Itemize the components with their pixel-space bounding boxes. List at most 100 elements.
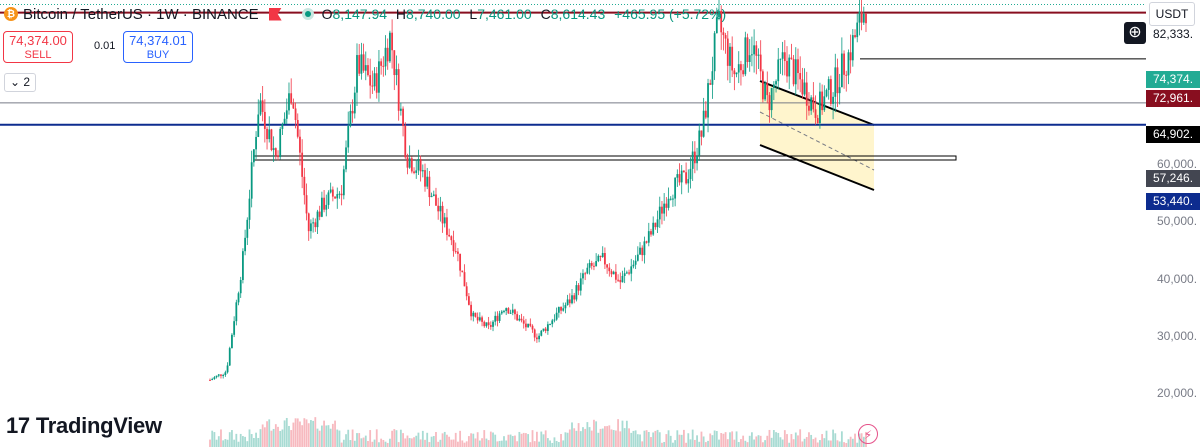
volume-bar xyxy=(209,439,211,447)
volume-bar xyxy=(446,434,448,447)
currency-button[interactable]: USDT xyxy=(1149,2,1195,26)
candle-body xyxy=(518,318,521,321)
candle-body xyxy=(733,70,736,75)
candle-body xyxy=(781,52,784,59)
volume-bar xyxy=(529,442,532,447)
volume-bar xyxy=(540,431,543,447)
spread-value: 0.01 xyxy=(94,40,116,52)
candle-body xyxy=(639,247,641,255)
add-plus-icon[interactable]: ⊕ xyxy=(1124,22,1146,44)
candle-body xyxy=(711,71,714,85)
candle-body xyxy=(621,275,624,283)
volume-bar xyxy=(715,431,718,447)
chevron-down-icon: ⌄ xyxy=(9,75,21,89)
volume-bar xyxy=(584,428,587,447)
candle-body xyxy=(235,302,238,322)
candle-body xyxy=(845,74,848,76)
candle-body xyxy=(224,372,227,376)
volume-bar xyxy=(274,424,277,447)
candle-body xyxy=(656,219,659,228)
candle-body xyxy=(290,93,293,104)
volume-bar xyxy=(636,434,639,447)
volume-bar xyxy=(825,430,828,447)
volume-bar xyxy=(797,435,799,447)
buy-button[interactable]: 74,374.01 BUY xyxy=(123,31,193,63)
volume-bar xyxy=(630,432,633,447)
candle-body xyxy=(481,317,483,322)
volume-bar xyxy=(511,435,514,447)
indicators-toggle[interactable]: ⌄ 2 xyxy=(4,73,36,92)
candle-body xyxy=(617,279,619,281)
volume-bar xyxy=(362,437,365,447)
candle-body xyxy=(744,37,747,75)
candle-body xyxy=(597,255,600,262)
flag-icon[interactable] xyxy=(268,7,282,21)
candle-body xyxy=(261,100,264,112)
y-tick-label: 50,000. xyxy=(1157,214,1198,228)
candle-body xyxy=(722,32,725,36)
volume-bar xyxy=(391,430,394,447)
candle-body xyxy=(244,237,247,252)
candle-body xyxy=(658,206,661,220)
volume-bar xyxy=(285,417,288,447)
candle-body xyxy=(851,35,854,61)
tradingview-logo[interactable]: 17 TradingView xyxy=(6,413,162,439)
volume-bar xyxy=(823,438,826,447)
volume-bar xyxy=(740,439,742,447)
volume-bar xyxy=(676,430,679,447)
sell-button[interactable]: 74,374.00 SELL xyxy=(3,31,73,63)
candle-body xyxy=(239,280,242,294)
symbol-title[interactable]: Bitcoin / TetherUS · 1W · BINANCE xyxy=(23,5,259,23)
volume-bar xyxy=(650,437,652,447)
volume-bar xyxy=(781,439,784,447)
volume-bar xyxy=(658,432,661,447)
candle-body xyxy=(463,272,466,287)
candle-body xyxy=(299,136,301,153)
volume-bar xyxy=(562,440,565,447)
volume-bar xyxy=(647,431,650,447)
candle-body xyxy=(375,73,378,93)
volume-bar xyxy=(347,429,350,447)
volume-bar xyxy=(755,436,758,447)
volume-bar xyxy=(395,430,398,447)
volume-bar xyxy=(724,432,727,447)
volume-bar xyxy=(761,442,764,447)
low-label: L xyxy=(469,6,478,22)
volume-bar xyxy=(310,420,312,447)
volume-bar xyxy=(307,423,310,447)
candle-body xyxy=(228,348,231,366)
volume-bar xyxy=(509,434,512,447)
candle-body xyxy=(303,176,306,196)
flash-icon[interactable]: ⚡ xyxy=(858,424,878,444)
volume-bar xyxy=(687,433,690,447)
volume-bar xyxy=(303,418,306,447)
volume-bar xyxy=(323,420,325,447)
candle-body xyxy=(356,55,358,93)
candle-body xyxy=(821,91,824,111)
candle-body xyxy=(665,203,668,208)
candle-body xyxy=(391,32,394,51)
volume-bar xyxy=(246,441,249,447)
volume-bar xyxy=(656,429,659,447)
volume-bar xyxy=(680,434,683,447)
candle-body xyxy=(737,64,740,73)
volume-bar xyxy=(351,429,354,447)
candle-body xyxy=(307,213,310,232)
volume-bar xyxy=(514,435,516,447)
volume-bar xyxy=(500,440,503,447)
candle-body xyxy=(389,32,391,62)
candle-body xyxy=(586,267,589,274)
volume-bar xyxy=(331,423,334,447)
candle-body xyxy=(503,310,505,312)
volume-bar xyxy=(783,430,786,447)
volume-bar xyxy=(768,429,771,447)
candle-body xyxy=(533,329,536,338)
volume-bar xyxy=(224,439,227,447)
candle-body xyxy=(832,96,834,104)
candle-body xyxy=(353,92,356,114)
volume-bar xyxy=(533,441,536,447)
volume-bar xyxy=(489,431,492,447)
candle-body xyxy=(500,311,503,314)
volume-bar xyxy=(301,425,304,447)
